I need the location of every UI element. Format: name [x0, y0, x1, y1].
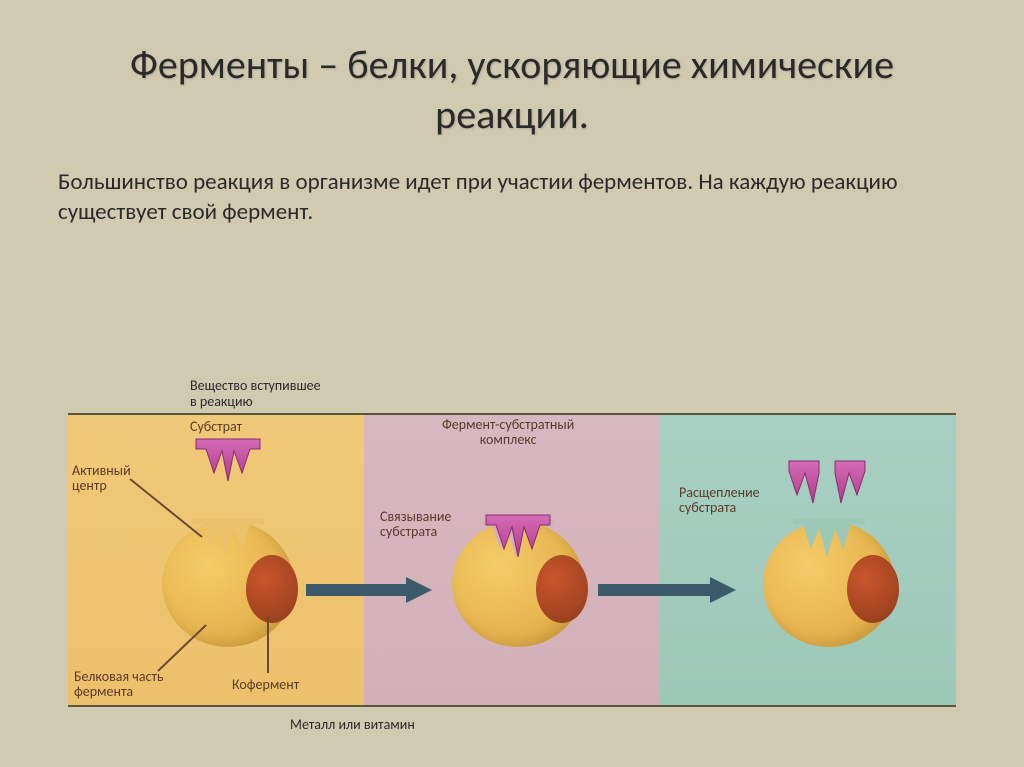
- panel-1: Субстрат Активный центр Белковая часть ф…: [68, 415, 364, 705]
- cofactor-3: [847, 555, 899, 623]
- arrow-2: [598, 575, 738, 605]
- slide-body: Большинство реакция в организме идет при…: [50, 168, 974, 228]
- arrow-1: [306, 575, 434, 605]
- panel-3: Расщепление субстрата: [659, 415, 956, 705]
- product-left: [787, 459, 823, 512]
- annotation-substrate-l1: Вещество вступившее: [190, 377, 321, 394]
- active-site-notch-3: [793, 519, 863, 561]
- annotation-substrate-l2: в реакцию: [190, 393, 253, 410]
- product-right: [831, 459, 867, 512]
- substrate-2: [484, 513, 552, 566]
- annotation-substrate: Вещество вступившее в реакцию: [190, 378, 321, 410]
- label-substrate: Субстрат: [190, 419, 242, 434]
- enzyme-diagram: Субстрат Активный центр Белковая часть ф…: [68, 413, 956, 707]
- cofactor-1: [246, 555, 298, 623]
- leader-cofactor: [262, 615, 292, 677]
- panel-2: Фермент-субстратный комплекс Связывание …: [364, 415, 659, 705]
- label-split: Расщепление субстрата: [679, 485, 760, 516]
- annotation-cofactor: Металл или витамин: [290, 716, 415, 733]
- slide: Ферменты – белки, ускоряющие химические …: [0, 0, 1024, 767]
- label-active-center: Активный центр: [72, 463, 131, 494]
- label-complex: Фермент-субстратный комплекс: [442, 417, 574, 448]
- label-protein-part: Белковая часть фермента: [74, 669, 163, 700]
- leader-active-center: [126, 475, 206, 543]
- label-cofactor: Кофермент: [232, 677, 299, 692]
- leader-protein: [154, 621, 214, 677]
- label-binding: Связывание субстрата: [380, 509, 451, 540]
- slide-title: Ферменты – белки, ускоряющие химические …: [50, 40, 974, 140]
